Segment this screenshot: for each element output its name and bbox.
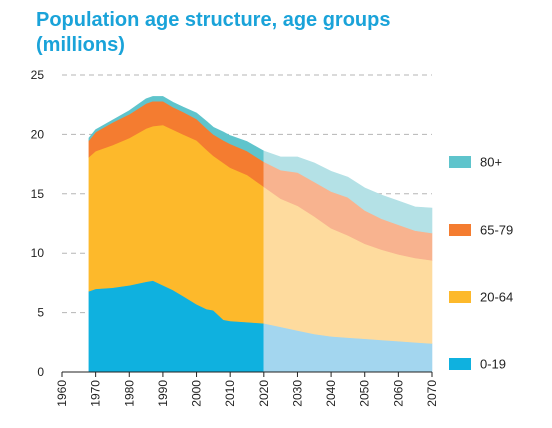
legend-swatch-80+	[449, 156, 471, 168]
legend-swatch-20-64	[449, 291, 471, 303]
chart-title: Population age structure, age groups (mi…	[36, 9, 391, 56]
y-axis: 0 5 10 15 20 25	[31, 68, 45, 379]
x-tick-label: 2040	[324, 380, 338, 407]
legend-label-65-79: 65-79	[480, 223, 513, 238]
legend-swatch-0-19	[449, 358, 471, 370]
x-tick-label: 1970	[89, 380, 103, 407]
x-tick-label: 1990	[156, 380, 170, 407]
legend-label-80+: 80+	[480, 155, 502, 170]
x-tick-label: 2010	[223, 380, 237, 407]
area-80+-projection	[263, 150, 433, 234]
x-tick-label: 2000	[190, 380, 204, 407]
y-tick-label: 10	[31, 246, 45, 260]
x-tick-label: 2020	[257, 380, 271, 407]
y-tick-label: 15	[31, 187, 45, 201]
y-tick-label: 20	[31, 127, 45, 141]
x-tick-label: 1980	[122, 380, 136, 407]
legend-label-20-64: 20-64	[480, 290, 513, 305]
legend: 80+ 65-79 20-64 0-19	[449, 155, 513, 372]
y-tick-label: 0	[37, 365, 44, 379]
x-tick-label: 2070	[425, 380, 439, 407]
y-tick-label: 25	[31, 68, 45, 82]
x-axis: 1960 1970 1980 1990 2000 2010 2020 2030 2040 2050…	[55, 371, 439, 407]
legend-swatch-65-79	[449, 224, 471, 236]
x-tick-label: 2030	[290, 380, 304, 407]
x-tick-label: 1960	[55, 380, 69, 407]
x-tick-label: 2050	[358, 380, 372, 407]
x-tick-label: 2060	[391, 380, 405, 407]
y-tick-label: 5	[37, 306, 44, 320]
legend-label-0-19: 0-19	[480, 357, 506, 372]
area-series	[88, 96, 433, 373]
